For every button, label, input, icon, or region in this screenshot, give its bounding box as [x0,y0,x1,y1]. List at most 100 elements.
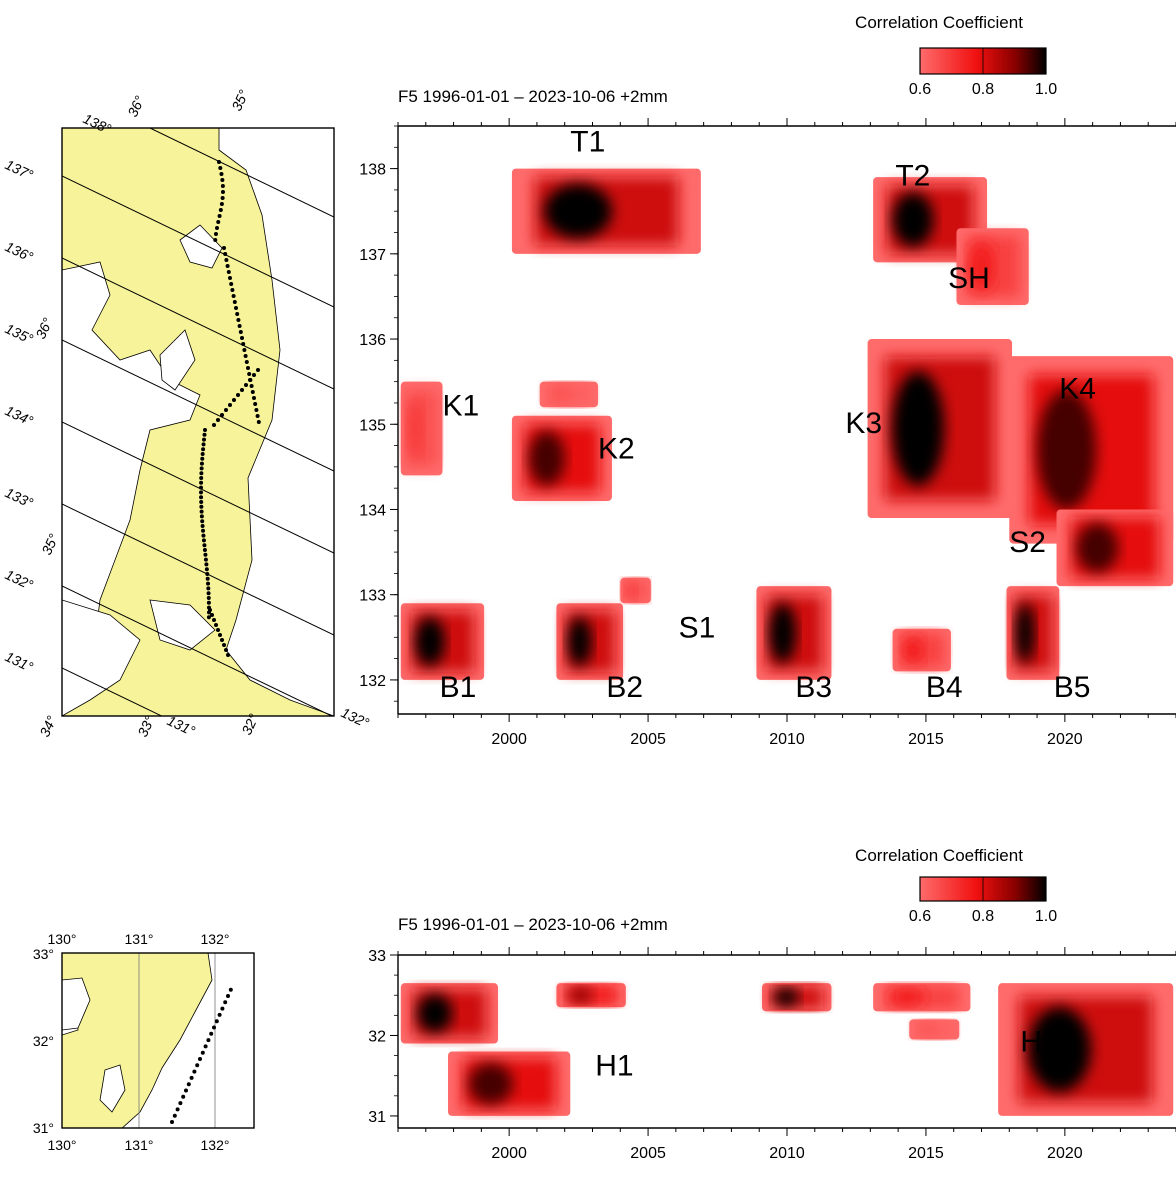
sea-area [218,128,334,716]
tremor-dot [206,1038,211,1043]
tremor-dot [175,1107,180,1112]
tremor-dot [184,1088,188,1093]
tremor-dot [212,1025,216,1030]
heatmap-patch-core [549,386,571,403]
tremor-dot [241,342,246,346]
tremor-dot [199,504,204,509]
tremor-dot [200,1050,205,1055]
tremor-dot [170,1120,174,1124]
tremor-dot [203,552,208,557]
map-shikoku-chubu: 138° 137° 136° 135° 134° 133° 132° 131° … [3,87,372,739]
tremor-dot [217,1012,222,1017]
tremor-dot [181,1094,186,1099]
tremor-dot [235,312,240,316]
lon-label: 36° [32,315,56,341]
x-tick-label: 2010 [769,731,805,748]
tremor-dot [202,437,207,442]
event-label: S1 [679,611,716,644]
tremor-dot [226,994,230,998]
heatmap-patch-core [769,603,797,664]
kii-channel [149,599,216,651]
lon-label: 35° [38,531,62,557]
tremor-dot [243,354,248,358]
event-label: B3 [795,671,832,704]
event-label: H2 [1020,1026,1058,1059]
tremor-dot [223,1000,228,1005]
bungo-channel [62,599,141,716]
event-label: H1 [595,1050,633,1083]
tremor-dot [209,1031,214,1036]
tremor-dot [201,533,206,538]
tremor-dot [217,160,221,164]
tremor-dot [206,600,211,605]
tremor-dot [186,1082,191,1087]
event-label: B4 [926,671,963,704]
tremor-dot [200,452,205,456]
tremor-dot [202,548,207,552]
tremor-dot [218,208,223,212]
map-axis-labels: 130° 131° 132° 130° 131° 132° 33° 32° 31… [33,931,230,1153]
x-tick-label: 2005 [630,731,666,748]
heatmap-patch-core [1037,389,1097,510]
y-tick-label: 33 [368,948,386,965]
tremor-dot [206,591,211,596]
tremor-dot [199,485,204,490]
bottom-label: 132° [339,704,372,731]
tremor-dot [201,528,206,533]
tremor-dot [226,653,230,657]
tremor-dot [224,258,229,262]
tremor-dot [198,1057,202,1061]
tremor-dot [189,1075,194,1080]
heatmap-cells [400,168,1174,680]
colorbar-label: Correlation Coefficient [855,846,1023,865]
x-tick-label: 2020 [1047,1145,1083,1162]
lon-tick-label: 131° [125,931,154,947]
tremor-dot [200,519,205,524]
lon-tick-label: 131° [125,1137,154,1153]
heatmap-patch-core [902,636,924,664]
tremor-dot [236,318,241,322]
tremor-dot [225,264,230,268]
event-label: S2 [1009,526,1046,559]
y-tick-label: 32 [368,1028,386,1045]
tremor-dot [244,383,248,387]
tremor-dot [208,608,212,612]
tremor-dot [222,643,226,647]
tremor-dot [199,495,204,500]
yatsushiro-sea [62,977,91,1031]
tremor-dot [199,471,204,476]
colorbar-tick-label: 0.6 [909,81,931,98]
tremor-dot [201,447,206,452]
lon-tick-label: 132° [201,931,230,947]
tremor-dot [204,562,209,567]
kagoshima-bay [99,1064,126,1113]
tremor-dot [199,476,204,480]
cross-section-lines [62,128,334,716]
y-tick-label: 132 [359,673,386,690]
tremor-dot [240,388,244,392]
x-tick-label: 2000 [491,731,527,748]
tremor-dot [228,987,233,992]
tremor-dot [252,396,256,400]
tremor-dot [249,384,254,388]
lat-label: 137° [3,156,36,183]
lat-tick-label: 31° [33,1120,54,1136]
heatmap-patch-core [568,987,594,1003]
y-tick-label: 138 [359,162,386,179]
tremor-dot [199,466,204,471]
tremor-dot [256,368,260,372]
tremor-dot [206,615,211,620]
tremor-dot [214,623,218,627]
lat-label: 131° [3,648,36,675]
tremor-dot [195,1063,200,1068]
tremor-dot [228,403,232,407]
tremor-dot [220,184,225,188]
tremor-dot [220,190,225,194]
tremor-dot [202,543,207,548]
colorbar-tick-label: 0.8 [972,81,994,98]
heatmap-patch-core [1076,523,1119,573]
tremor-dot [240,336,244,340]
x-tick-label: 2005 [630,1145,666,1162]
lat-label: 134° [3,402,36,429]
